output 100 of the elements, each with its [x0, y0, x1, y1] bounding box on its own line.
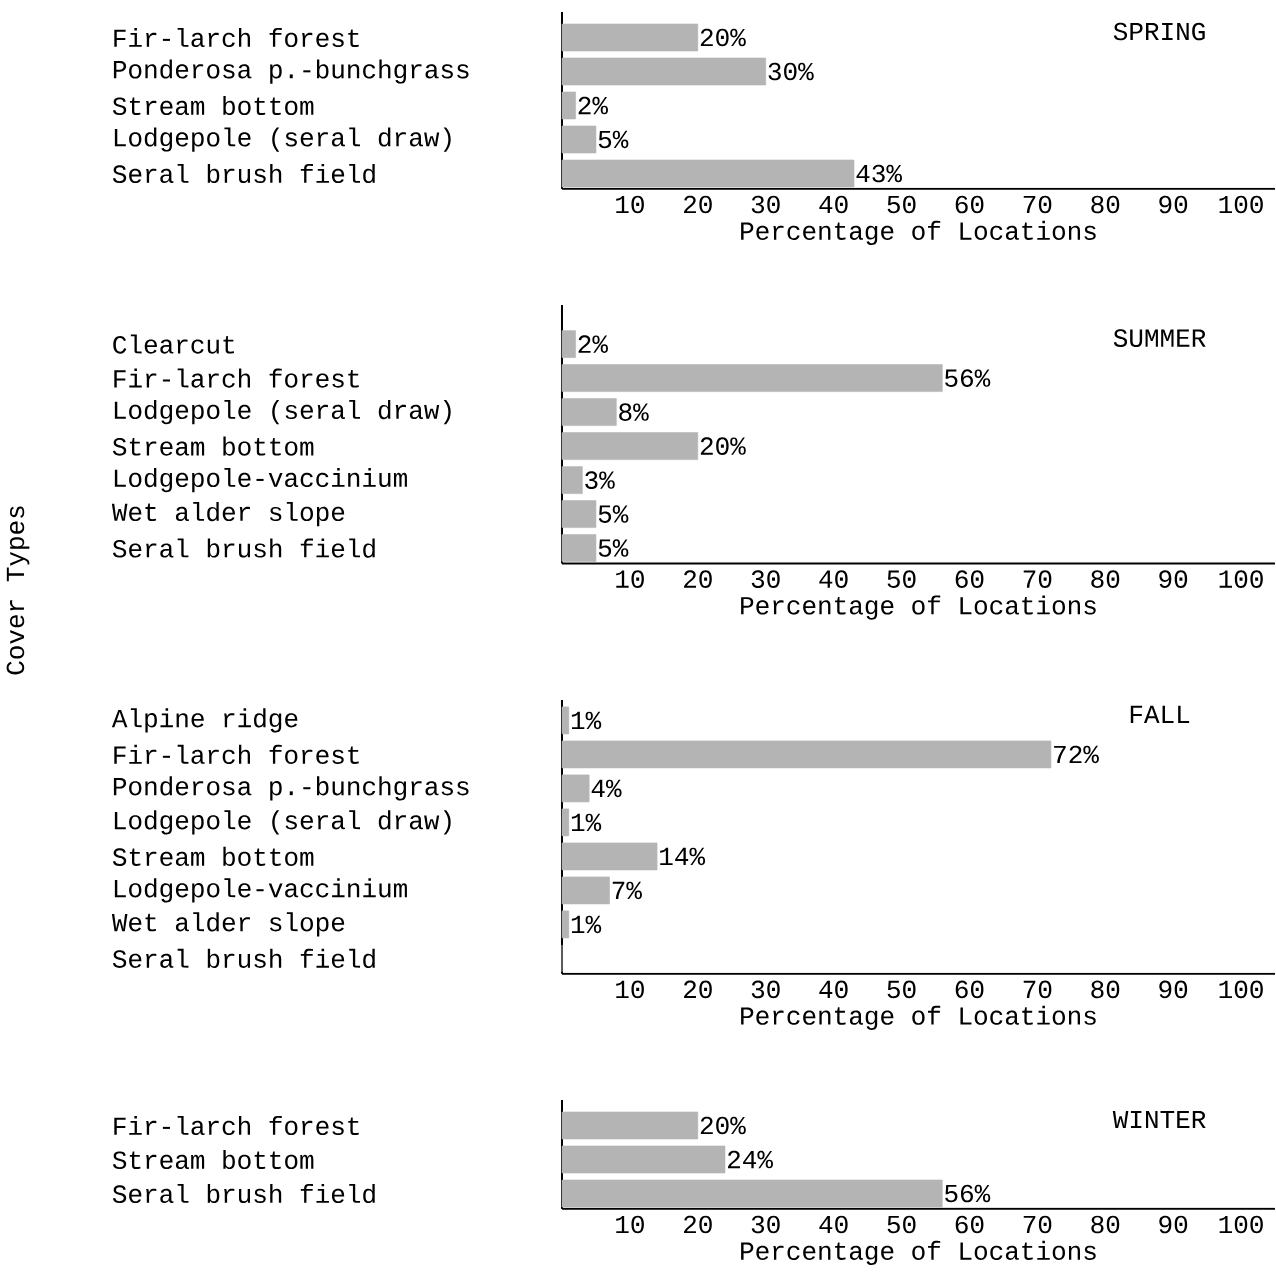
- data-label: 20%: [700, 437, 746, 455]
- data-label: 20%: [700, 28, 746, 47]
- y-tick-label: Lodgepole-vaccinium: [114, 878, 407, 903]
- data-label: 8%: [619, 403, 649, 421]
- y-tick-label: Stream bottom: [112, 95, 314, 116]
- bar: [561, 466, 583, 494]
- y-tick-label: Fir-larch forest: [114, 368, 359, 388]
- x-tick-label: 40: [819, 980, 848, 999]
- x-tick-label: 20: [684, 195, 712, 214]
- y-tick-label: Lodgepole (seral draw): [114, 127, 451, 152]
- x-tick-label: 20: [684, 980, 712, 999]
- data-label: 20%: [700, 1116, 746, 1135]
- y-tick-label: Wet alder slope: [111, 912, 345, 937]
- bar: [561, 500, 597, 528]
- data-label: 72%: [1054, 745, 1099, 764]
- x-tick-label: 80: [1091, 570, 1120, 588]
- data-label: 24%: [728, 1150, 773, 1169]
- x-tick-label: 70: [1023, 1215, 1052, 1234]
- x-tick-label: 20: [684, 570, 712, 588]
- x-tick-label: 100: [1219, 570, 1263, 588]
- x-tick-label: 50: [887, 1215, 916, 1234]
- x-axis-title: Percentage of Locations: [741, 1240, 1096, 1266]
- bar: [561, 57, 767, 86]
- y-tick-label: Clearcut: [113, 334, 234, 354]
- bar: [561, 706, 570, 735]
- y-tick-label: Seral brush field: [112, 1183, 375, 1204]
- bar: [561, 125, 597, 154]
- x-tick-label: 100: [1219, 195, 1263, 214]
- y-tick-label: Lodgepole (seral draw): [114, 400, 451, 425]
- data-label: 7%: [612, 881, 642, 900]
- x-tick-label: 10: [616, 980, 644, 999]
- y-tick-label: Ponderosa p.-bunchgrass: [113, 59, 469, 84]
- bar: [561, 91, 576, 120]
- data-label: 14%: [660, 847, 706, 866]
- data-label: 2%: [578, 335, 608, 353]
- data-label: 56%: [945, 369, 991, 387]
- x-axis-title: Percentage of Locations: [741, 220, 1096, 246]
- y-tick-label: Stream bottom: [112, 1149, 314, 1170]
- bar: [561, 1145, 726, 1174]
- x-tick-label: 90: [1159, 1215, 1188, 1234]
- x-tick-label: 30: [751, 1215, 780, 1234]
- y-tick-label: Seral brush field: [112, 163, 375, 184]
- x-axis-title: Percentage of Locations: [741, 1005, 1096, 1030]
- y-tick-label: Alpine ridge: [111, 708, 298, 733]
- data-label: 1%: [571, 711, 602, 730]
- y-tick-label: Seral brush field: [112, 538, 375, 558]
- bar: [561, 1179, 943, 1208]
- chart-title: SPRING: [1113, 22, 1205, 41]
- y-tick-label: Fir-larch forest: [114, 1115, 359, 1136]
- y-tick-label: Stream bottom: [112, 436, 314, 456]
- bar: [561, 740, 1052, 769]
- data-label: 1%: [571, 813, 602, 832]
- x-axis-title: Percentage of Locations: [741, 595, 1096, 620]
- x-tick-label: 30: [751, 195, 780, 214]
- bar: [561, 364, 943, 392]
- x-tick-label: 40: [819, 195, 848, 214]
- bar: [561, 876, 610, 905]
- x-tick-label: 100: [1219, 1215, 1263, 1234]
- bar: [561, 159, 855, 188]
- x-tick-label: 20: [684, 1215, 712, 1234]
- bar: [561, 432, 699, 460]
- bar: [561, 910, 570, 939]
- x-tick-label: 80: [1091, 195, 1120, 214]
- x-tick-label: 50: [887, 195, 916, 214]
- x-tick-label: 90: [1159, 570, 1188, 588]
- y-tick-label: Wet alder slope: [111, 502, 345, 527]
- bar: [561, 774, 590, 803]
- y-tick-label: Lodgepole-vaccinium: [114, 468, 407, 493]
- x-tick-label: 100: [1219, 980, 1263, 999]
- y-tick-label: Seral brush field: [112, 948, 375, 968]
- x-tick-label: 70: [1023, 195, 1052, 214]
- x-tick-label: 40: [819, 1215, 848, 1234]
- y-tick-label: Stream bottom: [112, 846, 314, 866]
- chart-title: FALL: [1130, 705, 1190, 723]
- x-tick-label: 80: [1091, 980, 1120, 999]
- data-label: 4%: [591, 779, 622, 798]
- x-tick-label: 70: [1023, 570, 1052, 588]
- data-label: 56%: [945, 1184, 991, 1203]
- data-label: 5%: [598, 130, 629, 149]
- x-tick-label: 50: [887, 980, 916, 999]
- data-label: 2%: [578, 96, 608, 115]
- x-tick-label: 50: [887, 570, 916, 588]
- x-tick-label: 80: [1091, 1215, 1120, 1234]
- bar: [561, 842, 658, 871]
- x-tick-label: 10: [616, 195, 644, 214]
- x-tick-label: 10: [616, 1215, 644, 1234]
- chart-title: WINTER: [1112, 1110, 1206, 1129]
- data-label: 1%: [571, 915, 602, 934]
- x-tick-label: 60: [955, 980, 984, 999]
- bar: [561, 398, 617, 426]
- x-tick-label: 30: [751, 570, 780, 588]
- bar: [561, 534, 597, 562]
- x-tick-label: 10: [616, 570, 644, 588]
- bar: [561, 330, 576, 358]
- y-tick-label: Lodgepole (seral draw): [114, 810, 451, 835]
- data-label: 5%: [598, 505, 629, 523]
- data-label: 43%: [856, 164, 903, 183]
- x-tick-label: 60: [955, 1215, 984, 1234]
- x-tick-label: 90: [1159, 980, 1188, 999]
- x-tick-label: 40: [819, 570, 848, 588]
